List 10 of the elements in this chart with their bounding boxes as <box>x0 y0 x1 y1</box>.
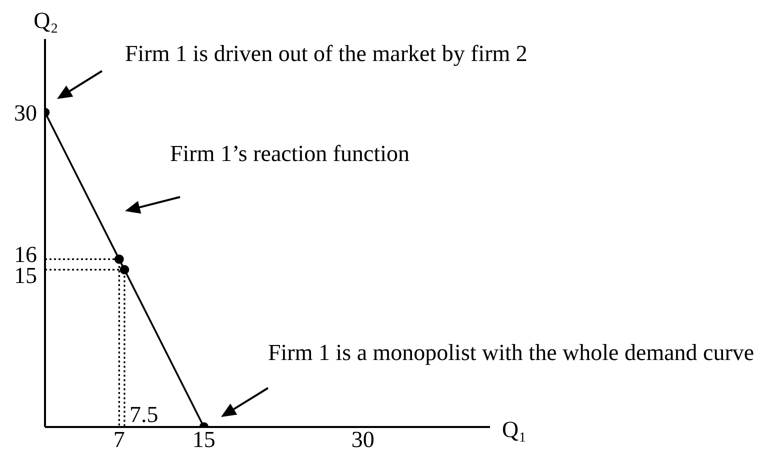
annotation: 7.5 <box>129 402 158 426</box>
annotation: Firm 1 is driven out of the market by firm 2 <box>125 40 528 66</box>
y-tick-label: 30 <box>14 100 37 125</box>
annotation: Firm 1 is a monopolist with the whole demand curve <box>268 340 754 364</box>
x-tick-label: 15 <box>192 426 216 452</box>
annotation: Firm 1’s reaction function <box>170 140 410 166</box>
x-tick-label: 30 <box>351 426 374 452</box>
x-tick-label: 7 <box>113 426 125 452</box>
x-axis-title: Q₁ <box>502 416 527 442</box>
y-axis-title: Q₂ <box>34 8 58 32</box>
